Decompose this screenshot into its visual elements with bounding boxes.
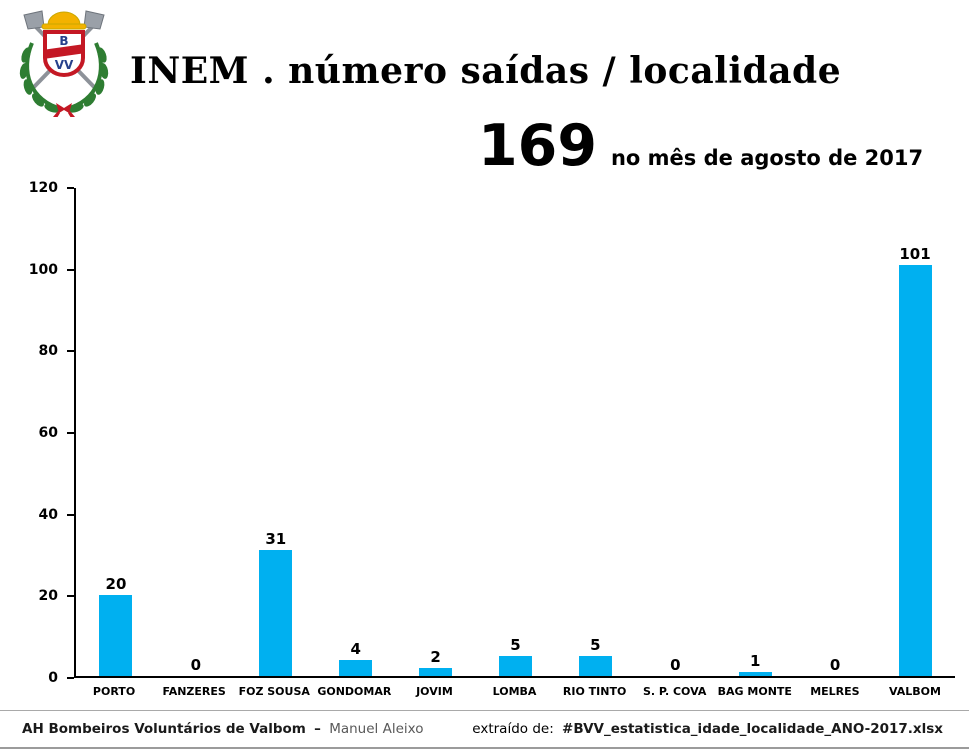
y-tick-mark [67,513,74,516]
y-tick-mark [67,595,74,598]
plot-area: 20 0 31 4 2 5 5 0 1 0 101 [74,188,955,678]
x-tick-label: GONDOMAR [317,685,392,698]
logo-ribbon-icon [53,103,75,117]
page-title: INEM . número saídas / localidade [130,50,842,92]
bars: 20 0 31 4 2 5 5 0 1 0 101 [76,188,955,676]
bar [259,550,293,676]
logo-letter-top: B [59,34,68,48]
bar-column: 20 [76,188,156,676]
bar-value-label: 5 [510,635,521,654]
bar-column: 1 [715,188,795,676]
logo-letters-bottom: VV [55,58,74,72]
footer-author: Manuel Aleixo [329,721,424,737]
bar [738,672,772,676]
y-tick-label: 20 [38,588,58,605]
bar-column: 101 [875,188,955,676]
x-tick-label: BAG MONTE [717,685,792,698]
y-tick-label: 40 [38,506,58,523]
y-tick-mark [67,350,74,353]
bar-value-label: 1 [749,651,761,670]
bar-value-label: 4 [350,639,361,658]
bar-value-label: 0 [190,655,202,674]
total-line: 169 no mês de agosto de 2017 [478,118,923,175]
bar [419,668,453,676]
y-axis: 0 20 40 60 80 100 120 [14,181,74,685]
total-caption: no mês de agosto de 2017 [610,146,924,170]
footer-separator: – [314,721,321,737]
x-tick-label: FANZERES [162,685,226,698]
bar-value-label: 0 [670,655,681,674]
x-tick-label: RIO TINTO [562,685,627,698]
logo-shield-icon: B VV [43,30,85,77]
x-tick-label: S. P. COVA [643,685,707,698]
footer-org: AH Bombeiros Voluntários de Valbom [22,721,306,737]
bar-column: 5 [555,188,635,676]
footer-source-file: #BVV_estatistica_idade_localidade_ANO-20… [562,721,943,737]
bar-column: 0 [635,188,715,676]
y-tick-label: 60 [38,425,58,441]
bar-value-label: 31 [265,529,287,548]
bar-column: 5 [476,188,556,676]
bar [339,660,373,676]
x-axis-labels: PORTO FANZERES FOZ SOUSA GONDOMAR JOVIM LOMBA… [74,685,955,698]
total-number: 169 [478,113,597,179]
y-tick-mark [67,268,74,271]
bar-column: 0 [795,188,875,676]
bar-column: 31 [236,188,316,676]
bar-value-label: 5 [590,635,601,654]
x-tick-label: PORTO [92,685,136,698]
y-tick-label: 0 [48,670,58,686]
y-tick-mark [67,187,74,189]
y-tick-label: 100 [28,261,58,278]
bar [498,656,532,676]
bar [99,595,133,676]
bvv-logo: B VV [19,10,109,117]
bar-value-label: 2 [430,647,441,666]
bar-value-label: 20 [105,574,127,593]
bar-chart: 0 20 40 60 80 100 120 20 0 31 4 2 5 5 0 1 0 101 PORTO FAN… [14,181,955,698]
bar-value-label: 101 [899,244,931,263]
logo-laurel-icon [19,42,109,113]
bar [898,265,932,676]
y-tick-mark [67,677,74,679]
footer-source-label: extraído de: [472,721,554,737]
bar [578,656,612,676]
bar-column: 2 [396,188,476,676]
x-tick-label: FOZ SOUSA [238,685,310,698]
y-tick-label: 80 [38,343,58,360]
x-tick-label: JOVIM [416,685,453,698]
y-tick-label: 120 [28,180,58,196]
x-tick-label: VALBOM [888,685,941,698]
footer: AH Bombeiros Voluntários de Valbom – Man… [0,710,969,747]
logo-helmet-icon [41,11,87,30]
bar-column: 4 [316,188,396,676]
y-tick-mark [67,432,74,434]
footer-source: extraído de: #BVV_estatistica_idade_loca… [472,721,947,737]
x-tick-label: MELRES [810,685,860,698]
bar-column: 0 [156,188,236,676]
x-tick-label: LOMBA [492,685,537,698]
footer-credit: AH Bombeiros Voluntários de Valbom – Man… [22,721,427,737]
bar-value-label: 0 [829,655,841,674]
